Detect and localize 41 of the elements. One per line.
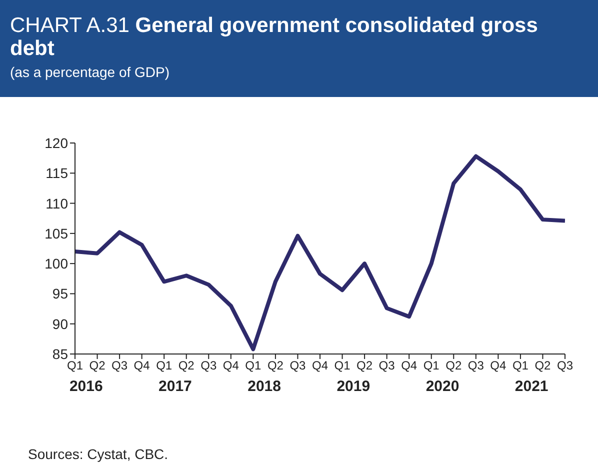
y-tick-label: 120: [44, 134, 68, 151]
text: 2017: [158, 378, 193, 395]
y-tick-label: 95: [52, 286, 68, 302]
x-tick-label: Q2: [178, 358, 195, 373]
x-tick-label: Q4: [401, 358, 418, 373]
x-tick-label: Q1: [512, 358, 529, 373]
source-note: Sources: Cystat, CBC.: [28, 446, 168, 462]
x-tick-label: Q2: [267, 358, 284, 373]
chart-title: CHART A.31 General government consolidated gross debt: [10, 14, 538, 60]
x-tick-label: Q4: [222, 358, 240, 373]
x-tick-label: Q3: [200, 358, 217, 373]
x-tick-label: Q1: [156, 358, 172, 373]
x-tick-label: Q1: [423, 358, 440, 373]
x-tick-label: Q2: [534, 358, 552, 373]
text: 2016: [68, 378, 104, 395]
x-tick-label: Q2: [89, 358, 106, 373]
x-tick-label: Q3: [556, 358, 574, 373]
text: 2020: [424, 378, 460, 395]
x-tick-label: Q1: [334, 358, 351, 373]
x-tick-label: Q3: [290, 358, 306, 373]
y-tick-label: 115: [46, 165, 68, 182]
x-tick-label: Q1: [66, 358, 84, 373]
x-tick-label: Q2: [446, 358, 462, 373]
y-tick-label: 100: [44, 256, 68, 272]
y-tick-label: 90: [52, 316, 68, 332]
y-tick-label: 85: [52, 346, 68, 362]
text: 2018: [246, 378, 282, 395]
line-series: [75, 154, 565, 352]
x-tick-label: Q3: [112, 358, 128, 373]
x-tick-label: Q2: [356, 358, 373, 373]
chart-subtitle: (as a percentage of GDP): [10, 64, 171, 80]
text: 2019: [336, 378, 372, 395]
y-tick-label: 110: [46, 195, 68, 212]
x-tick-label: Q4: [312, 358, 328, 373]
x-tick-label: Q3: [468, 358, 484, 373]
x-tick-label: Q4: [490, 358, 507, 373]
x-tick-label: Q3: [378, 358, 396, 373]
x-tick-label: Q1: [245, 358, 262, 373]
x-tick-label: Q4: [134, 358, 150, 373]
y-tick-label: 105: [44, 225, 68, 242]
text: 2021: [514, 378, 550, 395]
